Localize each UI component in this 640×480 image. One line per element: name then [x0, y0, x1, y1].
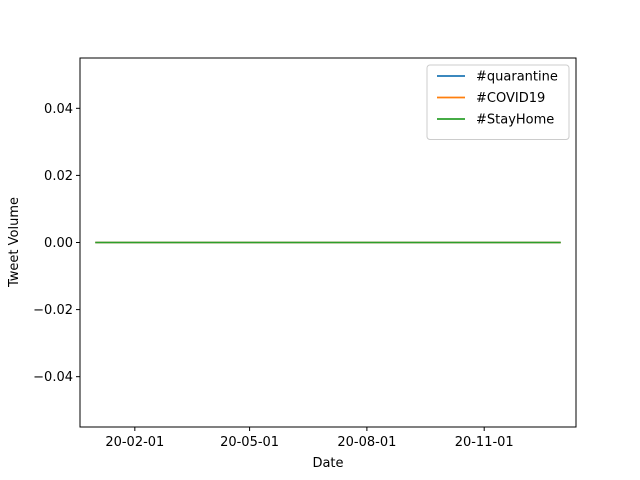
x-axis-label: Date [312, 456, 343, 471]
x-tick-label: 20-11-01 [455, 435, 514, 450]
y-tick-label: −0.02 [33, 303, 73, 318]
y-tick-label: −0.04 [33, 370, 73, 385]
y-axis-label: Tweet Volume [7, 197, 22, 288]
y-tick-label: 0.02 [44, 169, 73, 184]
y-tick-label: 0.04 [44, 102, 73, 117]
x-axis: 20-02-01 20-05-01 20-08-01 20-11-01 [105, 427, 514, 450]
x-tick-label: 20-05-01 [220, 435, 279, 450]
y-tick-label: 0.00 [44, 236, 73, 251]
legend-label: #COVID19 [476, 91, 545, 106]
legend-label: #StayHome [476, 113, 554, 128]
x-tick-label: 20-02-01 [105, 435, 164, 450]
legend-label: #quarantine [476, 70, 558, 85]
y-axis: −0.04 −0.02 0.00 0.02 0.04 [33, 102, 80, 385]
legend-box [426, 64, 570, 140]
x-tick-label: 20-08-01 [337, 435, 396, 450]
legend: #quarantine #COVID19 #StayHome [426, 64, 570, 140]
